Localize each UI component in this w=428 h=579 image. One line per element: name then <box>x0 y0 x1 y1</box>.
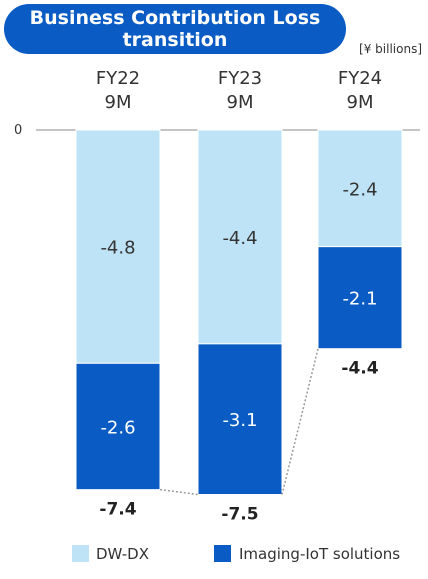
category-label-1: FY22 <box>96 68 140 89</box>
category-label-2: FY23 <box>218 68 262 89</box>
chart-title-line-1: Business Contribution Loss <box>29 7 321 29</box>
total-label-2: -7.5 <box>221 505 258 525</box>
zero-tick-label: 0 <box>14 123 22 138</box>
connector-line-1 <box>159 488 199 496</box>
category-sublabel-2: 9M <box>227 92 254 113</box>
data-label-imaging-iot-2: -3.1 <box>222 410 257 431</box>
data-label-dw-dx-3: -2.4 <box>342 179 377 200</box>
total-label-1: -7.4 <box>99 500 136 520</box>
data-label-dw-dx-1: -4.8 <box>100 238 135 259</box>
legend-swatch-imaging-iot <box>214 545 231 562</box>
legend-swatch-dw-dx <box>72 545 89 562</box>
data-label-dw-dx-2: -4.4 <box>222 228 257 249</box>
category-sublabel-3: 9M <box>347 92 374 113</box>
chart-title: Business Contribution Loss transition <box>4 4 346 54</box>
bar-dw-dx-1 <box>75 129 161 364</box>
data-label-imaging-iot-3: -2.1 <box>342 289 377 310</box>
bar-imaging-iot-3 <box>317 246 403 350</box>
connector-line-2 <box>281 348 319 495</box>
unit-label: [¥ billions] <box>359 42 422 56</box>
legend-label-imaging-iot: Imaging-IoT solutions <box>239 545 400 563</box>
category-label-3: FY24 <box>338 68 382 89</box>
data-label-imaging-iot-1: -2.6 <box>100 417 135 438</box>
category-sublabel-1: 9M <box>105 92 132 113</box>
bar-imaging-iot-1 <box>75 362 161 491</box>
chart-title-line-2: transition <box>122 29 228 51</box>
legend-label-dw-dx: DW-DX <box>96 545 149 563</box>
total-label-3: -4.4 <box>341 359 378 379</box>
bar-imaging-iot-2 <box>197 343 283 495</box>
